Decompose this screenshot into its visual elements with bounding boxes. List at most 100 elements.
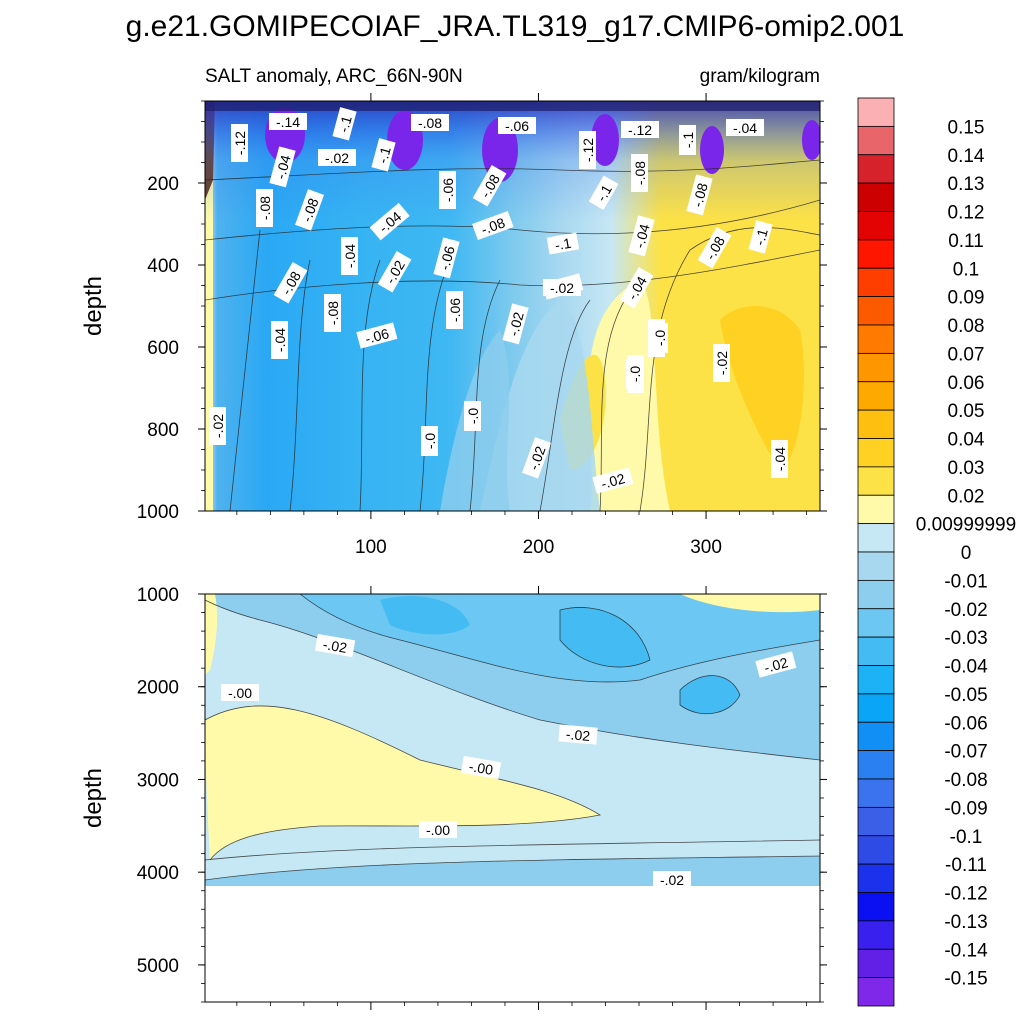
svg-text:-.12: -.12 bbox=[580, 138, 596, 162]
colorbar-label: 0.15 bbox=[948, 117, 985, 138]
colorbar-swatch bbox=[857, 835, 895, 865]
svg-text:-.02: -.02 bbox=[599, 470, 627, 492]
colorbar-swatch bbox=[857, 438, 895, 468]
svg-text:-.04: -.04 bbox=[772, 447, 788, 471]
contour-label: -.06 bbox=[439, 171, 456, 209]
svg-text:-.1: -.1 bbox=[593, 182, 615, 204]
upper-xtick-label: 200 bbox=[523, 537, 555, 558]
contour-label: -.02 bbox=[522, 437, 552, 479]
svg-text:-.14: -.14 bbox=[276, 114, 300, 130]
svg-text:-.06: -.06 bbox=[436, 244, 458, 272]
contour-label: -.00 bbox=[460, 755, 502, 780]
contour-label: -.04 bbox=[628, 215, 655, 257]
contour-label: -.1 bbox=[588, 175, 619, 210]
colorbar-swatch bbox=[857, 806, 895, 837]
colorbar-swatch bbox=[857, 267, 895, 298]
svg-text:-.02: -.02 bbox=[660, 872, 684, 888]
upper-ylabel: depth bbox=[80, 276, 107, 336]
colorbar-label: -0.04 bbox=[944, 657, 988, 678]
colorbar-swatch bbox=[857, 211, 895, 241]
upper-x-axis: 100 200 300 bbox=[236, 93, 807, 558]
svg-text:-.00: -.00 bbox=[468, 758, 495, 778]
colorbar-swatch bbox=[857, 125, 895, 156]
svg-text:-.0: -.0 bbox=[652, 330, 668, 347]
svg-text:-.04: -.04 bbox=[272, 328, 288, 352]
colorbar-label: -0.05 bbox=[944, 685, 987, 706]
colorbar-label: -0.09 bbox=[944, 798, 987, 819]
svg-text:-.00: -.00 bbox=[426, 822, 450, 838]
svg-text:-.04: -.04 bbox=[272, 153, 294, 181]
svg-text:-.1: -.1 bbox=[680, 132, 696, 149]
colorbar-label: 0.09 bbox=[948, 288, 985, 309]
svg-text:-.08: -.08 bbox=[689, 181, 711, 209]
svg-text:-.12: -.12 bbox=[628, 122, 652, 138]
contour-label: -.00 bbox=[221, 684, 259, 701]
contour-label: -.04 bbox=[771, 440, 788, 478]
colorbar-label: 0.07 bbox=[948, 344, 985, 365]
contour-label: -.0 bbox=[421, 426, 438, 456]
svg-text:-.02: -.02 bbox=[325, 150, 349, 166]
lower-y-axis: 1000 2000 3000 4000 5000 bbox=[137, 585, 827, 1003]
contour-label: -.02 bbox=[543, 279, 581, 296]
lower-ylabel: depth bbox=[80, 768, 107, 828]
contour-label: -.12 bbox=[231, 124, 248, 162]
contour-label: -.08 bbox=[273, 262, 308, 304]
contour-label: -.08 bbox=[256, 189, 273, 227]
colorbar-swatch bbox=[857, 523, 895, 553]
colorbar-swatch bbox=[857, 182, 895, 212]
svg-text:-.06: -.06 bbox=[440, 178, 456, 202]
colorbar-swatch bbox=[857, 948, 895, 979]
colorbar-swatch bbox=[857, 721, 895, 752]
colorbar-label: 0.13 bbox=[948, 174, 985, 195]
svg-text:-.02: -.02 bbox=[762, 654, 790, 676]
colorbar-label: 0.05 bbox=[948, 401, 985, 422]
svg-text:-.00: -.00 bbox=[228, 685, 252, 701]
contour-label: -.04 bbox=[271, 321, 288, 359]
contour-label: -.08 bbox=[686, 174, 713, 216]
svg-text:-.06: -.06 bbox=[447, 298, 463, 322]
lower-ytick-label: 4000 bbox=[137, 863, 179, 884]
upper-panel: -.12 -.14 -.1 -.08 -.06 -.04 -.02 -.1 -.08 -.12 -.… bbox=[80, 93, 827, 558]
contour-label: -.08 bbox=[411, 114, 449, 131]
colorbar-swatch bbox=[857, 381, 895, 411]
contour-label: -.1 bbox=[748, 220, 773, 254]
contour-label: -.1 bbox=[332, 107, 357, 141]
contour-label: -.12 bbox=[621, 121, 659, 138]
colorbar-label: 0.08 bbox=[948, 316, 985, 337]
upper-y-axis: 200 400 600 800 1000 bbox=[137, 100, 827, 523]
contour-label: -.04 bbox=[726, 119, 764, 136]
colorbar-swatch bbox=[857, 409, 895, 439]
svg-text:-.02: -.02 bbox=[714, 351, 730, 375]
colorbar-label: -0.01 bbox=[944, 571, 987, 592]
svg-text:-.06: -.06 bbox=[363, 325, 391, 347]
svg-text:-.08: -.08 bbox=[632, 161, 648, 185]
contour-label: -.02 bbox=[713, 344, 730, 382]
contour-label: -.08 bbox=[295, 189, 325, 231]
colorbar: 0.15 0.14 0.13 0.12 0.11 0.1 0.09 0.08 0.07 0.06 0… bbox=[857, 97, 1016, 1007]
contour-label: -.06 bbox=[356, 322, 398, 349]
colorbar-swatch bbox=[857, 154, 895, 184]
colorbar-label: -0.1 bbox=[950, 827, 983, 848]
colorbar-swatch bbox=[857, 665, 895, 695]
svg-text:-.04: -.04 bbox=[342, 244, 358, 268]
upper-ytick-label: 600 bbox=[147, 338, 179, 359]
contour-label: -.08 bbox=[324, 294, 341, 332]
svg-text:-.02: -.02 bbox=[210, 414, 226, 438]
colorbar-swatch bbox=[857, 239, 895, 269]
colorbar-swatch bbox=[857, 579, 895, 610]
lower-x-axis bbox=[236, 586, 807, 1010]
colorbar-label: -0.14 bbox=[944, 940, 988, 961]
svg-text:-.04: -.04 bbox=[733, 120, 757, 136]
svg-text:-.02: -.02 bbox=[550, 280, 574, 296]
contour-label: -.02 bbox=[209, 407, 226, 445]
colorbar-label: 0.1 bbox=[953, 259, 979, 280]
contour-label: -.02 bbox=[558, 724, 598, 745]
contour-label: -.08 bbox=[472, 211, 514, 241]
colorbar-label: -0.07 bbox=[944, 742, 987, 763]
colorbar-swatch bbox=[857, 466, 895, 496]
svg-text:-.02: -.02 bbox=[322, 636, 349, 656]
colorbar-swatch bbox=[857, 636, 895, 666]
contour-label: -.04 bbox=[341, 237, 358, 275]
lower-ytick-label: 2000 bbox=[137, 678, 179, 699]
